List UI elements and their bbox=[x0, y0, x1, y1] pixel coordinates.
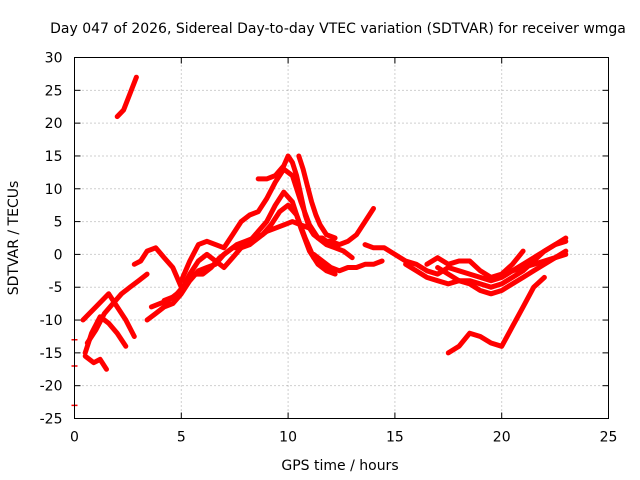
series-track-9 bbox=[161, 189, 338, 303]
y-tick-label: -5 bbox=[49, 280, 63, 296]
series-track-11 bbox=[255, 153, 376, 248]
x-tick-label: 25 bbox=[600, 430, 618, 446]
series-track-4 bbox=[84, 271, 150, 346]
y-tick-label: 10 bbox=[45, 182, 63, 198]
x-axis-label: GPS time / hours bbox=[281, 458, 398, 474]
series-track-5 bbox=[114, 74, 139, 120]
y-tick-label: -20 bbox=[40, 379, 63, 395]
plot-frame bbox=[74, 57, 609, 419]
series-track-12 bbox=[296, 153, 338, 241]
x-tick-label: 5 bbox=[177, 430, 186, 446]
series-track-6 bbox=[131, 245, 184, 290]
y-tick-label: 30 bbox=[45, 51, 63, 67]
y-axis-label: SDTVAR / TECUs bbox=[6, 181, 22, 296]
series-track-19 bbox=[499, 235, 569, 277]
x-tick-label: 10 bbox=[279, 430, 297, 446]
series-track-13 bbox=[311, 251, 385, 274]
y-tick-label: 25 bbox=[45, 83, 63, 99]
y-tick-label: 15 bbox=[45, 149, 63, 165]
grid-lines bbox=[74, 57, 609, 419]
y-tick-label: 5 bbox=[54, 215, 63, 231]
y-tick-label: -25 bbox=[40, 412, 63, 428]
x-tick-label: 15 bbox=[386, 430, 404, 446]
x-axis: 0 5 10 15 20 25 bbox=[70, 57, 618, 446]
x-tick-label: 20 bbox=[493, 430, 511, 446]
x-tick-label: 0 bbox=[70, 430, 79, 446]
y-tick-label: 20 bbox=[45, 116, 63, 132]
series-track-10 bbox=[178, 166, 355, 284]
series-track-17 bbox=[435, 248, 569, 297]
series-track-16 bbox=[424, 248, 526, 280]
y-tick-label: -10 bbox=[40, 313, 63, 329]
chart-title: Day 047 of 2026, Sidereal Day-to-day VTE… bbox=[50, 21, 626, 37]
series-track-18 bbox=[445, 274, 547, 356]
data-series-layer bbox=[71, 74, 569, 407]
y-tick-label: 0 bbox=[54, 247, 63, 263]
series-track-7 bbox=[144, 219, 312, 323]
y-axis: -25 -20 -15 -10 -5 0 5 10 15 20 25 30 bbox=[40, 51, 609, 428]
series-track-3 bbox=[82, 353, 109, 372]
y-tick-label: -15 bbox=[40, 346, 63, 362]
